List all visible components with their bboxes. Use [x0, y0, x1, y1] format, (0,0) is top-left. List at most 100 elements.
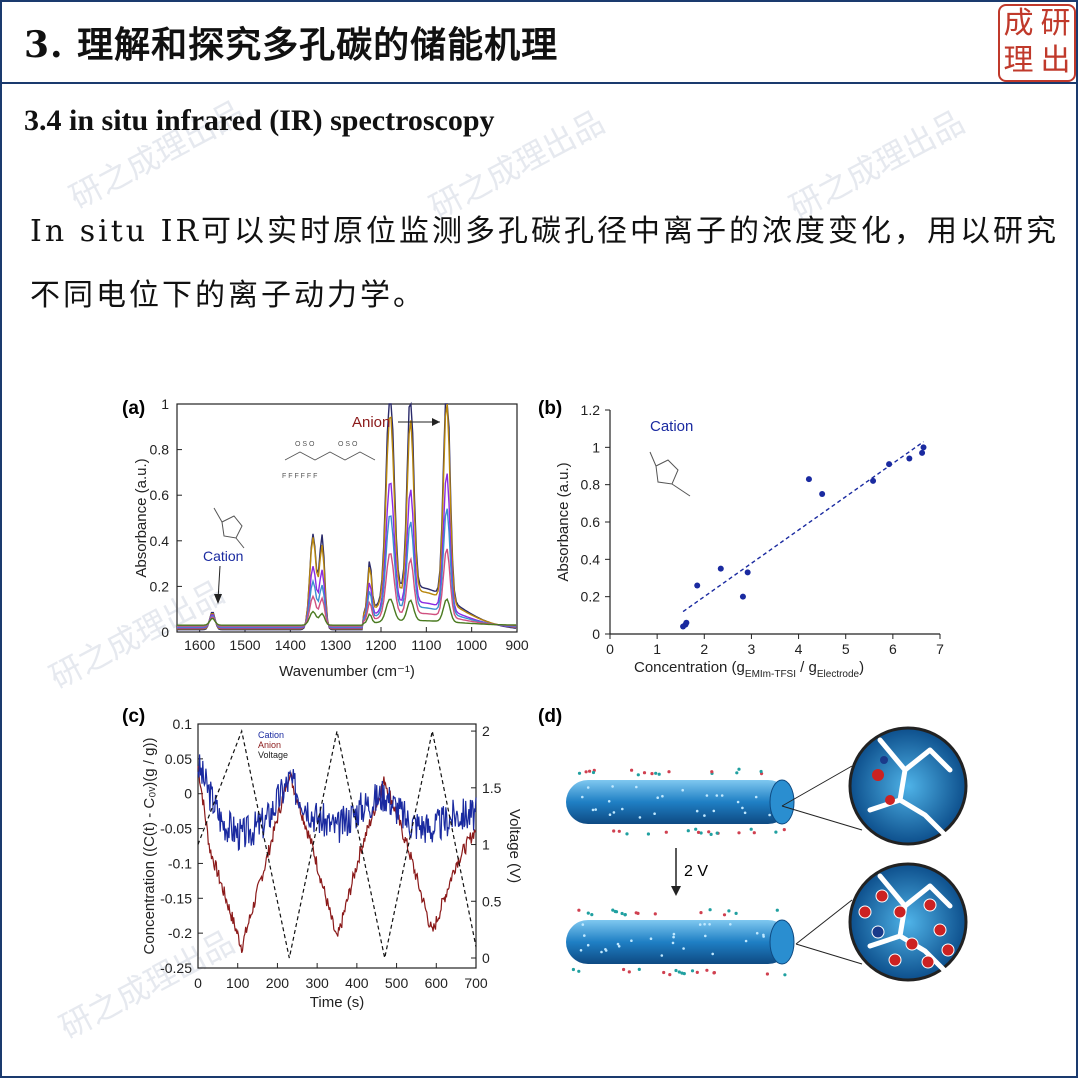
electrolyte-ion — [611, 908, 615, 912]
panel-b-cation-label: Cation — [650, 418, 693, 435]
legend-cation: Cation — [258, 730, 284, 740]
electrolyte-ion — [734, 911, 738, 916]
panel-a-label: (a) — [122, 398, 145, 419]
electrolyte-ion — [646, 832, 651, 836]
pore-ion — [586, 786, 590, 789]
electrolyte-ion — [699, 831, 703, 835]
x-tick-label: 0 — [194, 975, 202, 991]
electrolyte-ion — [623, 913, 627, 917]
electrolyte-ion — [630, 768, 634, 772]
electrolyte-ion — [735, 771, 739, 775]
y-tick-label: 0.4 — [581, 551, 601, 567]
electrolyte-ion — [677, 970, 681, 974]
data-point — [683, 619, 690, 626]
electrolyte-ion — [577, 908, 581, 912]
electrolyte-ion — [642, 771, 647, 775]
y-tick-label: 0.8 — [581, 477, 601, 493]
pore-ion — [661, 794, 664, 798]
ion-anion — [888, 953, 902, 967]
pore-ion — [754, 795, 758, 799]
svg-text:F F F F F F: F F F F F F — [282, 473, 317, 480]
anion-line — [197, 765, 477, 954]
pore-ion — [656, 796, 659, 799]
logo-char: 成 — [1003, 6, 1034, 41]
x-tick-label: 1500 — [229, 637, 260, 653]
x-tick-label: 0 — [606, 641, 614, 657]
electrolyte-ion — [637, 967, 641, 972]
pore-ion — [672, 935, 675, 939]
electrolyte-ion — [708, 908, 712, 912]
electrolyte-ion — [590, 913, 594, 917]
y-tick-label: -0.2 — [168, 925, 192, 941]
cation-arrow-head — [214, 594, 222, 604]
x-tick-label: 4 — [795, 641, 803, 657]
electrolyte-ion — [653, 912, 657, 916]
panel-b-ylabel: Absorbance (a.u.) — [555, 462, 572, 581]
electrolyte-ion — [577, 969, 581, 973]
pore-ion — [635, 785, 638, 789]
legend-anion: Anion — [258, 740, 281, 750]
electrolyte-ion — [712, 971, 716, 975]
x-tick-label: 5 — [842, 641, 850, 657]
y-tick-label: 1 — [592, 439, 600, 455]
electrolyte-ion — [622, 967, 626, 972]
panel-c-ylabel-left: Concentration ((C(t) - C₀ᵥ)(g / g)) — [141, 738, 158, 955]
x-tick-label: 100 — [226, 975, 250, 991]
data-point — [919, 449, 926, 456]
logo-char: 出 — [1040, 43, 1071, 78]
y2-tick-label: 2 — [482, 723, 490, 739]
pore-ion — [611, 785, 614, 788]
electrolyte-ion — [584, 770, 588, 774]
pore-ion — [711, 952, 714, 956]
electrolyte-ion — [591, 770, 596, 775]
pore-ion — [630, 939, 633, 942]
y-tick-label: 0 — [184, 786, 192, 802]
electrolyte-ion — [727, 909, 731, 913]
y-tick-label: -0.05 — [160, 821, 192, 837]
y-tick-label: 0.4 — [150, 533, 170, 549]
y-tick-label: 0.2 — [581, 589, 601, 605]
electrolyte-ion — [612, 829, 616, 833]
x-tick-label: 1000 — [456, 637, 487, 653]
slide-frame — [0, 84, 1078, 1078]
electrolyte-ion — [657, 772, 661, 776]
electrolyte-ion — [759, 769, 763, 774]
electrolyte-ion — [696, 830, 701, 835]
ion-anion — [872, 769, 884, 781]
pore-ion — [653, 812, 656, 815]
pore-ion — [612, 811, 616, 814]
svg-text:O S O: O S O — [338, 441, 358, 448]
x-tick-label: 500 — [385, 975, 409, 991]
pore-ion — [703, 922, 706, 926]
y-tick-label: -0.15 — [160, 890, 192, 906]
pore-ion — [682, 947, 685, 950]
pore-ion — [591, 808, 595, 812]
zoom-circle-top — [848, 726, 968, 846]
x-tick-label: 900 — [505, 637, 529, 653]
x-tick-label: 400 — [345, 975, 369, 991]
pore-ion — [608, 813, 612, 816]
electrolyte-ion — [634, 911, 638, 915]
electrolyte-ion — [650, 772, 654, 776]
y2-tick-label: 1.5 — [482, 780, 502, 796]
ion-anion — [923, 898, 937, 912]
y-tick-label: 0.1 — [173, 716, 193, 732]
data-point — [870, 477, 877, 484]
data-point — [805, 476, 812, 483]
pore-ion — [672, 932, 676, 936]
pore-ion — [703, 814, 706, 817]
zoom-line — [795, 943, 863, 965]
spectrum-line — [177, 403, 517, 630]
y2-tick-label: 1 — [482, 837, 490, 853]
pore-ion — [755, 931, 759, 935]
electrolyte-ion — [699, 911, 703, 915]
electrolyte-ion — [662, 970, 666, 975]
pore-ion — [720, 794, 724, 797]
y-tick-label: 0.8 — [150, 442, 170, 458]
x-tick-label: 1400 — [275, 637, 306, 653]
brand-logo: 成 研 理 出 — [998, 4, 1076, 82]
pore-ion — [671, 941, 675, 945]
logo-char: 理 — [1003, 43, 1034, 78]
pore-ion — [708, 923, 711, 926]
